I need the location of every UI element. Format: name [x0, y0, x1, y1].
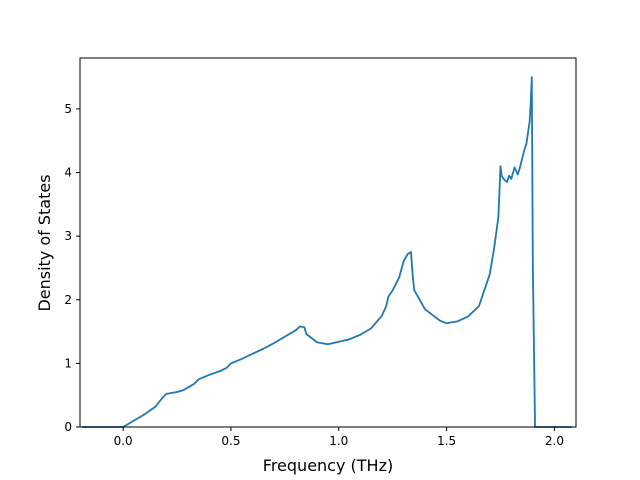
y-tick-label: 4: [64, 166, 72, 180]
y-tick-label: 2: [64, 293, 72, 307]
plot-area: [79, 57, 577, 428]
y-tick-label: 5: [64, 102, 72, 116]
y-axis-label: Density of States: [35, 174, 54, 311]
y-tick-label: 3: [64, 229, 72, 243]
dos-series-line: [82, 76, 572, 428]
x-tick-label: 1.5: [437, 434, 456, 448]
x-axis-ticks: 0.0 0.5 1.0 1.5 2.0: [114, 427, 564, 448]
x-tick-label: 0.0: [114, 434, 133, 448]
x-tick-label: 0.5: [221, 434, 240, 448]
x-axis-label: Frequency (THz): [263, 456, 393, 475]
y-tick-label: 0: [64, 420, 72, 434]
x-tick-label: 1.0: [329, 434, 348, 448]
y-tick-label: 1: [64, 356, 72, 370]
x-tick-label: 2.0: [545, 434, 564, 448]
y-axis-ticks: 0 1 2 3 4 5: [64, 102, 80, 434]
axes-frame: [79, 57, 577, 428]
